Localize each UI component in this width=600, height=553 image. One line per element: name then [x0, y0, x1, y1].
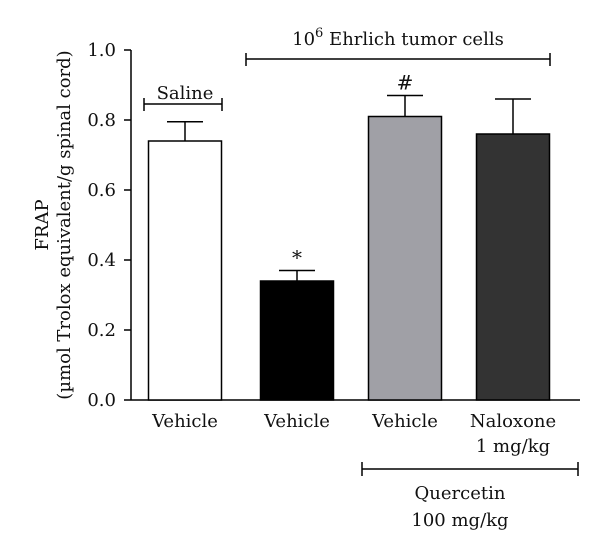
y-tick-label: 0.8: [87, 110, 116, 131]
quercetin-dose-label: 100 mg/kg: [411, 510, 508, 531]
tumor-label-rest: Ehrlich tumor cells: [323, 29, 504, 50]
saline-label: Saline: [157, 83, 214, 104]
tumor-cells-label: 106 Ehrlich tumor cells: [292, 26, 504, 50]
y-tick-label: 0.2: [87, 320, 116, 341]
significance-mark: #: [397, 71, 414, 95]
x-tick-label: Vehicle: [263, 411, 330, 432]
y-tick-label: 0.0: [87, 390, 116, 411]
bar: [259, 280, 335, 401]
x-tick-sublabel: 1 mg/kg: [476, 436, 550, 457]
bar: [367, 115, 443, 401]
y-tick-label: 0.6: [87, 180, 116, 201]
y-axis-title: FRAP: [32, 199, 53, 250]
quercetin-label: Quercetin: [415, 483, 506, 504]
significance-mark: *: [292, 246, 302, 270]
x-tick-label: Vehicle: [371, 411, 438, 432]
tumor-label-exponent: 6: [315, 26, 323, 41]
y-tick-label: 1.0: [87, 40, 116, 61]
tumor-label-base: 10: [292, 29, 315, 50]
x-tick-label: Vehicle: [151, 411, 218, 432]
y-axis-subtitle: (µmol Trolox equivalent/g spinal cord): [54, 50, 75, 399]
x-tick-label: Naloxone: [470, 411, 556, 432]
bar: [475, 133, 551, 401]
bar: [147, 140, 223, 401]
y-tick-label: 0.4: [87, 250, 116, 271]
